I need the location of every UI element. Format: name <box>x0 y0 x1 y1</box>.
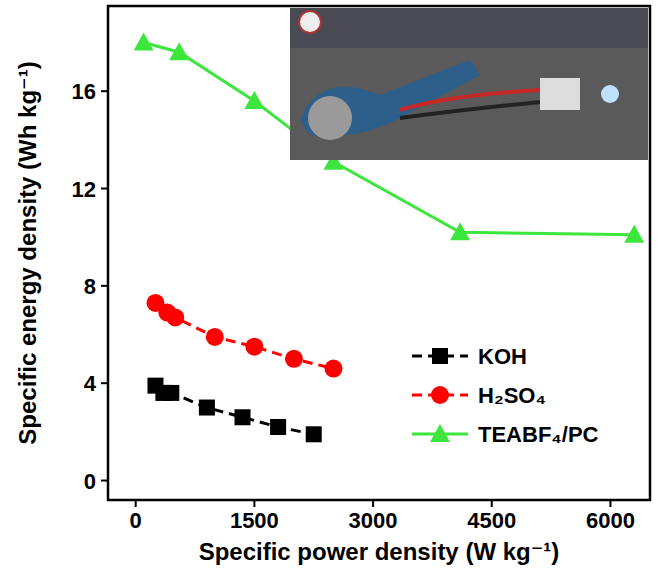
series-line <box>155 303 333 369</box>
series-line <box>155 386 313 435</box>
point <box>206 328 224 346</box>
legend-label: H₂SO₄ <box>478 383 546 408</box>
point <box>285 350 303 368</box>
point <box>245 338 263 356</box>
y-axis-title: Specific energy density (Wh kg⁻¹) <box>14 61 41 444</box>
legend-marker <box>430 424 450 442</box>
x-tick-label: 4500 <box>467 508 516 533</box>
legend-label: TEABF₄/PC <box>478 422 599 447</box>
y-tick-label: 4 <box>84 371 97 396</box>
plot-area <box>134 33 645 443</box>
point <box>163 385 179 401</box>
y-tick-label: 16 <box>72 79 96 104</box>
legend: KOH H₂SO₄ TEABF₄/PC <box>412 344 599 447</box>
inset-photo <box>290 8 648 160</box>
legend-marker <box>432 348 448 364</box>
x-tick-label: 3000 <box>349 508 398 533</box>
y-tick-label: 0 <box>84 469 96 494</box>
x-tick-label: 6000 <box>586 508 635 533</box>
y-tick-label: 8 <box>84 274 96 299</box>
point <box>166 308 184 326</box>
frame <box>108 6 650 500</box>
point <box>270 419 286 435</box>
point <box>624 225 644 243</box>
chart: 0 1500 3000 4500 6000 0 4 8 12 16 Specific power d… <box>0 0 669 578</box>
y-tick-label: 12 <box>72 177 96 202</box>
legend-marker <box>431 386 449 404</box>
legend-label: KOH <box>478 344 527 369</box>
x-axis-title: Specific power density (W kg⁻¹) <box>199 538 560 565</box>
point <box>134 33 154 51</box>
point <box>169 42 189 60</box>
point <box>199 400 215 416</box>
point <box>235 409 251 425</box>
x-tick-label: 0 <box>130 508 142 533</box>
point <box>325 360 343 378</box>
point <box>450 222 470 240</box>
point <box>306 426 322 442</box>
x-tick-label: 1500 <box>230 508 279 533</box>
point <box>244 91 264 109</box>
